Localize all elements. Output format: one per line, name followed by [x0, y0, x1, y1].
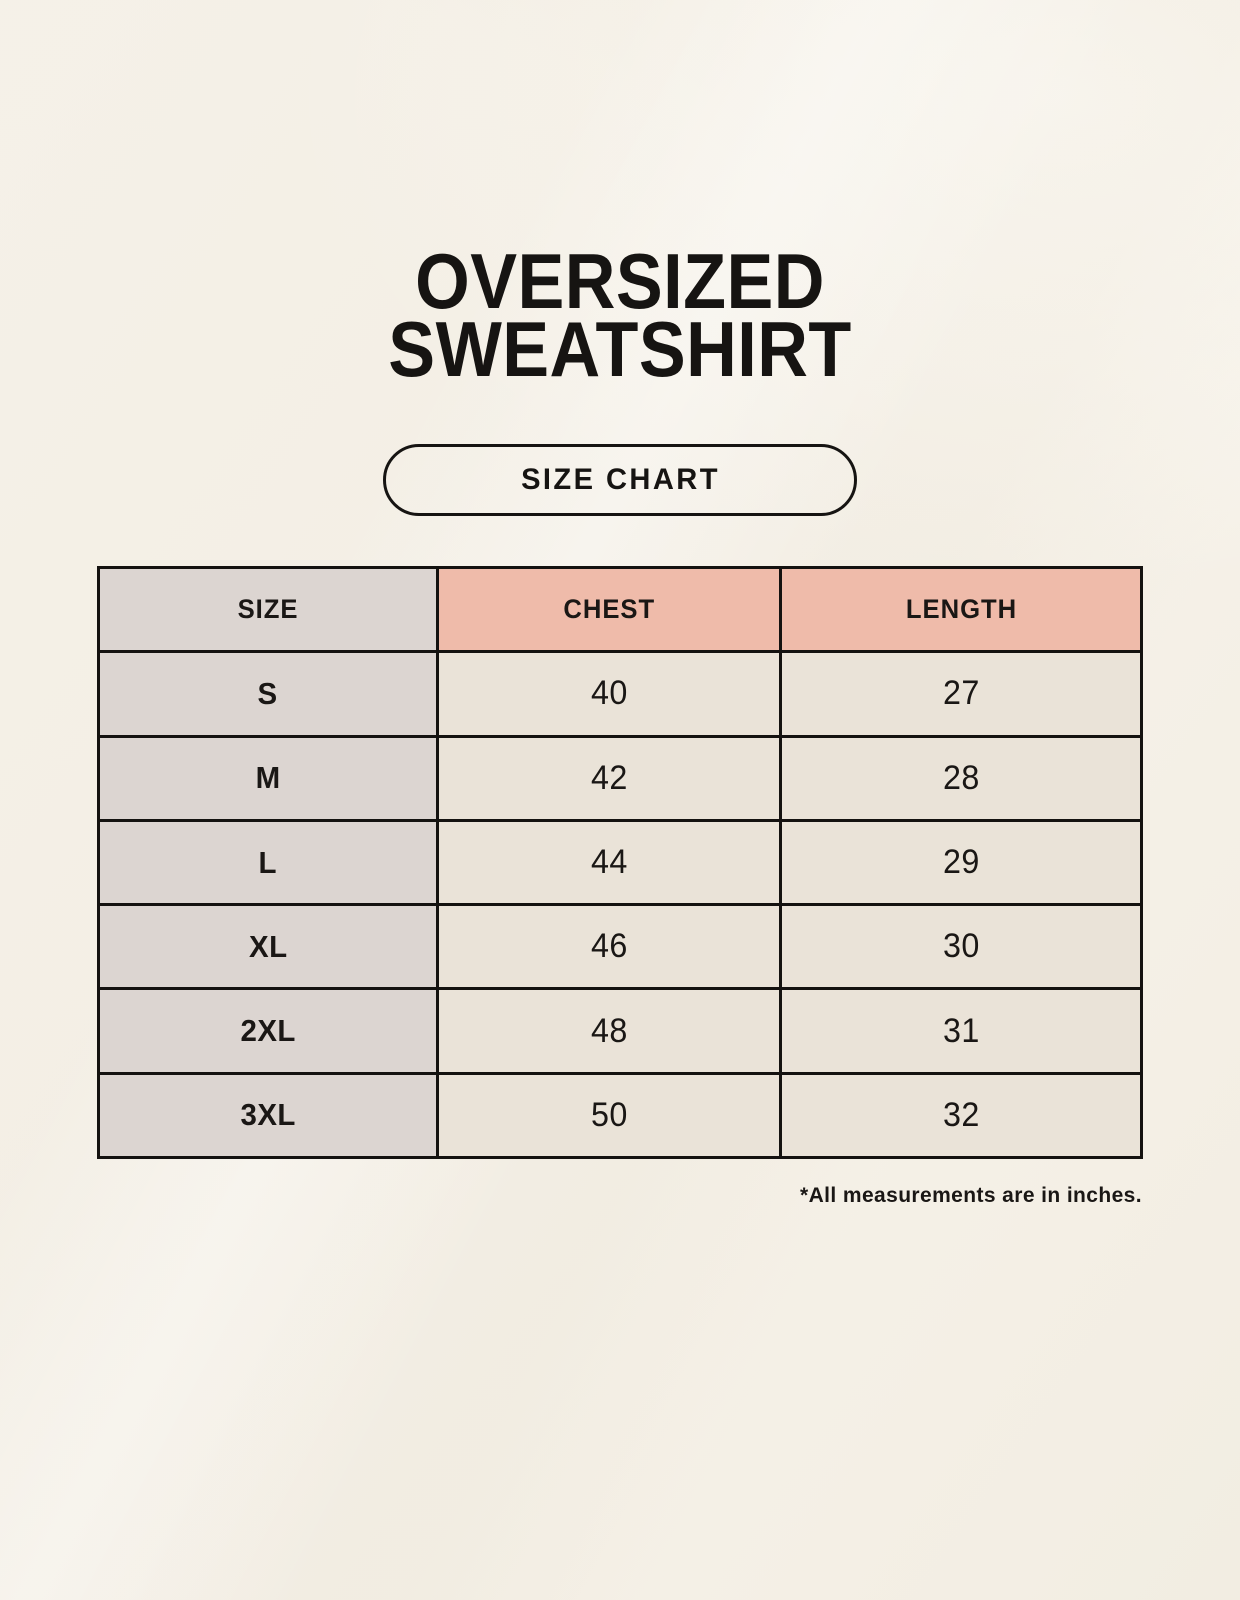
chest-value-cell-text: 44	[590, 843, 628, 882]
column-header-chest: CHEST	[435, 565, 783, 654]
table-row: 3XL 50 32	[97, 1071, 1143, 1160]
chest-value-cell-text: 50	[590, 1095, 628, 1134]
chest-value-cell-text: 42	[590, 758, 628, 797]
table-row: S 40 27	[97, 650, 1143, 738]
size-table-body: S 40 27 M 42 28 L 44 29 XL 46 30 2XL 48 31 3XL 50 32	[97, 650, 1143, 1160]
length-value-cell: 27	[779, 650, 1143, 738]
chest-value-cell: 46	[435, 903, 783, 991]
chest-value-cell: 40	[435, 650, 783, 738]
size-table-header: SIZE CHEST LENGTH	[97, 565, 1143, 654]
length-value-cell-text: 28	[942, 758, 980, 797]
length-value-cell-text: 29	[942, 843, 980, 882]
chest-value-cell: 50	[435, 1071, 783, 1160]
size-chart-button[interactable]: SIZE CHART	[383, 444, 857, 516]
product-title-line-1: OVERSIZED	[415, 237, 825, 325]
length-value-cell: 30	[779, 903, 1143, 991]
size-label-cell: M	[97, 734, 439, 822]
size-label-cell-text: 2XL	[240, 1013, 296, 1049]
size-label-cell-text: XL	[248, 928, 288, 964]
measurements-footnote: *All measurements are in inches.	[800, 1184, 1142, 1207]
chest-value-cell-text: 46	[590, 927, 628, 966]
column-header-size-label: SIZE	[237, 594, 299, 625]
length-value-cell-text: 27	[942, 674, 980, 713]
size-label-cell: 3XL	[97, 1071, 439, 1160]
chest-value-cell-text: 40	[590, 674, 628, 713]
size-label-cell: XL	[97, 903, 439, 991]
column-header-chest-label: CHEST	[563, 594, 655, 625]
length-value-cell: 31	[779, 987, 1143, 1075]
size-label-cell: L	[97, 818, 439, 907]
table-row: M 42 28	[97, 734, 1143, 822]
column-header-length: LENGTH	[779, 565, 1143, 654]
length-value-cell-text: 30	[942, 927, 980, 966]
column-header-length-label: LENGTH	[905, 594, 1017, 625]
header-row: SIZE CHEST LENGTH	[97, 565, 1143, 654]
table-row: 2XL 48 31	[97, 987, 1143, 1075]
size-label-cell-text: L	[258, 844, 278, 880]
length-value-cell: 28	[779, 734, 1143, 822]
length-value-cell: 29	[779, 818, 1143, 907]
size-label-cell-text: S	[257, 675, 279, 711]
chest-value-cell: 48	[435, 987, 783, 1075]
size-label-cell: S	[97, 650, 439, 738]
length-value-cell-text: 32	[942, 1095, 980, 1134]
length-value-cell-text: 31	[942, 1011, 980, 1050]
size-table: SIZE CHEST LENGTH S 40 27 M 42 28 L 44 29 XL 46 30 2…	[97, 565, 1143, 1160]
chest-value-cell: 42	[435, 734, 783, 822]
size-chart-button-label: SIZE CHART	[520, 463, 720, 496]
product-title: OVERSIZED SWEATSHIRT	[62, 242, 1178, 388]
size-label-cell-text: M	[255, 760, 281, 796]
product-title-line-2: SWEATSHIRT	[388, 305, 852, 393]
chest-value-cell-text: 48	[590, 1011, 628, 1050]
size-label-cell-text: 3XL	[240, 1097, 296, 1133]
table-row: L 44 29	[97, 818, 1143, 907]
length-value-cell: 32	[779, 1071, 1143, 1160]
size-label-cell: 2XL	[97, 987, 439, 1075]
chest-value-cell: 44	[435, 818, 783, 907]
table-row: XL 46 30	[97, 903, 1143, 991]
column-header-size: SIZE	[97, 565, 439, 654]
